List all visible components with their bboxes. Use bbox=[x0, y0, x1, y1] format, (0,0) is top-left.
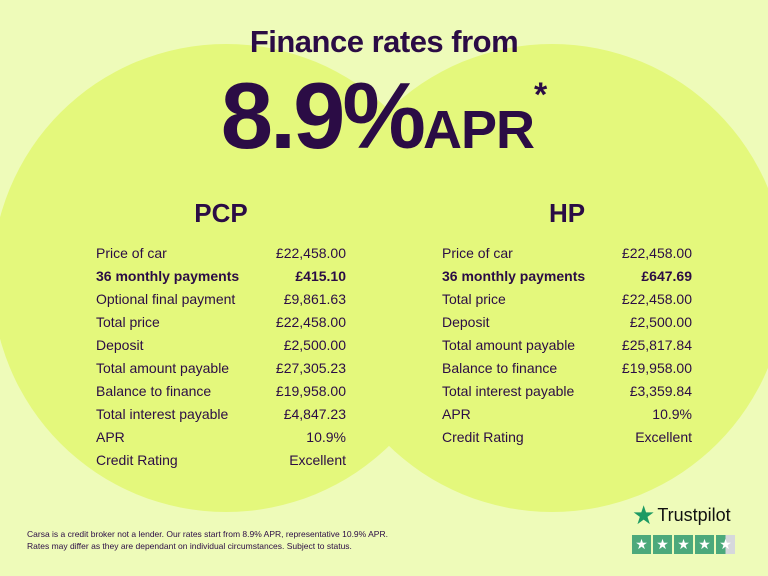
pcp-row: 36 monthly payments £415.10 bbox=[96, 265, 346, 288]
hp-title: HP bbox=[548, 198, 586, 228]
row-label: Total amount payable bbox=[442, 337, 576, 353]
row-value: £647.69 bbox=[641, 268, 692, 284]
row-value: £27,305.23 bbox=[275, 360, 346, 376]
pcp-row: Optional final payment £9,861.63 bbox=[96, 288, 346, 311]
trustpilot-star-icon: ★ bbox=[632, 500, 656, 530]
row-label: Total amount payable bbox=[96, 360, 230, 376]
right-circle-decoration bbox=[318, 44, 768, 512]
row-value: £2,500.00 bbox=[283, 337, 346, 353]
pcp-table: PCP Price of car £22,458.00 36 monthly pay… bbox=[96, 198, 346, 472]
row-label: Deposit bbox=[442, 314, 490, 330]
row-value: £22,458.00 bbox=[275, 314, 346, 330]
asterisk: * bbox=[534, 76, 548, 114]
hp-row: Total price £22,458.00 bbox=[442, 288, 692, 311]
row-label: 36 monthly payments bbox=[96, 268, 240, 284]
row-label: Optional final payment bbox=[96, 291, 236, 307]
row-label: Total price bbox=[442, 291, 506, 307]
pcp-title: PCP bbox=[194, 198, 248, 228]
row-label: APR bbox=[442, 406, 471, 422]
row-label: APR bbox=[96, 429, 125, 445]
disclaimer-line-1: Carsa is a credit broker not a lender. O… bbox=[27, 529, 388, 539]
row-label: Price of car bbox=[442, 245, 513, 261]
row-value: 10.9% bbox=[306, 429, 346, 445]
row-value: £9,861.63 bbox=[283, 291, 346, 307]
pcp-row: APR 10.9% bbox=[96, 426, 346, 449]
row-value: £22,458.00 bbox=[621, 291, 692, 307]
row-value: £415.10 bbox=[295, 268, 346, 284]
hp-row: Total amount payable £25,817.84 bbox=[442, 334, 692, 357]
row-value: Excellent bbox=[289, 452, 346, 468]
hp-row: Deposit £2,500.00 bbox=[442, 311, 692, 334]
hp-row: 36 monthly payments £647.69 bbox=[442, 265, 692, 288]
trustpilot-badge: ★ Trustpilot ★ ★ ★ ★ ★ bbox=[632, 500, 735, 554]
pcp-row: Balance to finance £19,958.00 bbox=[96, 380, 346, 403]
pcp-row: Credit Rating Excellent bbox=[96, 449, 346, 472]
rate-headline: 8.9%APR* bbox=[0, 62, 768, 170]
row-label: Total price bbox=[96, 314, 160, 330]
rating-star-icon: ★ bbox=[674, 535, 693, 554]
hp-row: Total interest payable £3,359.84 bbox=[442, 380, 692, 403]
row-label: Credit Rating bbox=[96, 452, 178, 468]
pcp-row: Deposit £2,500.00 bbox=[96, 334, 346, 357]
row-value: 10.9% bbox=[652, 406, 692, 422]
headline: Finance rates from bbox=[249, 24, 519, 59]
rating-star-icon: ★ bbox=[632, 535, 651, 554]
disclaimer-line-2: Rates may differ as they are dependant o… bbox=[27, 541, 352, 551]
pcp-row: Total interest payable £4,847.23 bbox=[96, 403, 346, 426]
row-value: £22,458.00 bbox=[621, 245, 692, 261]
rating-star-icon: ★ bbox=[653, 535, 672, 554]
row-label: Deposit bbox=[96, 337, 144, 353]
row-value: £3,359.84 bbox=[629, 383, 692, 399]
row-value: £19,958.00 bbox=[275, 383, 346, 399]
row-label: Balance to finance bbox=[442, 360, 558, 376]
row-label: Credit Rating bbox=[442, 429, 524, 445]
apr-label: APR bbox=[423, 100, 535, 160]
hp-row: Balance to finance £19,958.00 bbox=[442, 357, 692, 380]
row-label: 36 monthly payments bbox=[442, 268, 586, 284]
row-label: Balance to finance bbox=[96, 383, 212, 399]
row-value: £4,847.23 bbox=[283, 406, 346, 422]
disclaimer: Carsa is a credit broker not a lender. O… bbox=[27, 528, 388, 552]
rating-star-icon: ★ bbox=[716, 535, 735, 554]
row-label: Price of car bbox=[96, 245, 167, 261]
row-value: £2,500.00 bbox=[629, 314, 692, 330]
rating-star-icon: ★ bbox=[695, 535, 714, 554]
hp-row: Price of car £22,458.00 bbox=[442, 242, 692, 265]
pcp-row: Total price £22,458.00 bbox=[96, 311, 346, 334]
row-label: Total interest payable bbox=[96, 406, 229, 422]
trustpilot-name: Trustpilot bbox=[657, 505, 731, 525]
row-value: Excellent bbox=[635, 429, 692, 445]
hp-table: HP Price of car £22,458.00 36 monthly paym… bbox=[442, 198, 692, 449]
row-value: £25,817.84 bbox=[621, 337, 692, 353]
trustpilot-rating-stars: ★ ★ ★ ★ ★ bbox=[632, 535, 735, 554]
hp-row: Credit Rating Excellent bbox=[442, 426, 692, 449]
pcp-row: Price of car £22,458.00 bbox=[96, 242, 346, 265]
hp-row: APR 10.9% bbox=[442, 403, 692, 426]
row-label: Total interest payable bbox=[442, 383, 575, 399]
row-value: £19,958.00 bbox=[621, 360, 692, 376]
row-value: £22,458.00 bbox=[275, 245, 346, 261]
pcp-row: Total amount payable £27,305.23 bbox=[96, 357, 346, 380]
rate-value: 8.9% bbox=[220, 63, 426, 168]
